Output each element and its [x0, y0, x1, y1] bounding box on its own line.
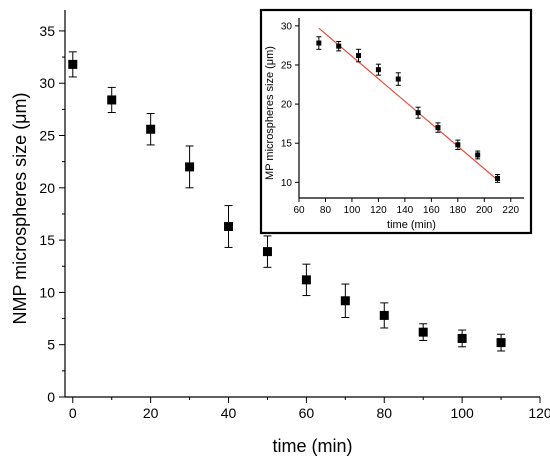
main-x-tick-label: 80: [376, 405, 392, 421]
inset-data-point: [475, 152, 481, 158]
inset-x-tick-label: 60: [293, 205, 305, 216]
main-data-point: [379, 310, 389, 320]
main-data-point: [496, 338, 506, 348]
main-data-point: [301, 275, 311, 285]
main-data-point: [457, 333, 467, 343]
main-data-point: [185, 162, 195, 172]
inset-data-point: [375, 67, 381, 73]
inset-frame: [259, 8, 533, 235]
inset-x-axis-label: time (min): [387, 219, 436, 231]
inset-data-point: [455, 142, 461, 148]
inset-data-point: [495, 175, 501, 181]
inset-data-point: [415, 110, 421, 116]
main-data-point: [418, 327, 428, 337]
main-x-tick-label: 60: [299, 405, 315, 421]
inset-y-tick-label: 25: [281, 60, 293, 71]
main-x-tick-label: 40: [221, 405, 237, 421]
inset-y-tick-label: 15: [281, 139, 293, 150]
inset-fit-line: [318, 27, 498, 181]
main-y-tick-label: 0: [47, 389, 55, 405]
inset-data-point: [435, 125, 441, 131]
main-y-tick-label: 10: [39, 284, 55, 300]
inset-data-point: [336, 43, 342, 49]
inset-x-tick-label: 80: [320, 205, 332, 216]
main-x-tick-label: 120: [528, 405, 550, 421]
main-x-tick-label: 100: [450, 405, 474, 421]
inset-x-tick-label: 100: [344, 205, 361, 216]
inset-x-tick-label: 200: [476, 205, 493, 216]
main-y-tick-label: 35: [39, 23, 55, 39]
main-data-point: [224, 222, 234, 232]
inset-x-tick-label: 140: [397, 205, 414, 216]
main-y-tick-label: 5: [47, 337, 55, 353]
inset-data-point: [356, 53, 362, 59]
main-y-tick-label: 30: [39, 75, 55, 91]
inset-y-tick-label: 20: [281, 100, 293, 111]
main-x-axis-label: time (min): [273, 436, 353, 456]
main-data-point: [107, 95, 117, 105]
main-y-tick-label: 25: [39, 128, 55, 144]
main-x-tick-label: 0: [69, 405, 77, 421]
main-y-tick-label: 20: [39, 180, 55, 196]
inset-x-tick-label: 220: [502, 205, 519, 216]
main-data-point: [68, 59, 78, 69]
main-plot: 0 20 40 60 80 100 120 0 5 10 15 20 25 30 35 time (min) N…: [10, 10, 550, 456]
inset-data-point: [395, 76, 401, 82]
main-data-point: [340, 296, 350, 306]
main-y-axis-label: NMP microspheres size (μm): [10, 92, 30, 324]
inset-plot: 60 80 100 120 140 160 180 200 220 10 15 20 25 30 time …: [259, 8, 533, 235]
inset-x-tick-label: 120: [370, 205, 387, 216]
inset-y-tick-label: 10: [281, 178, 293, 189]
inset-data-point: [316, 40, 322, 46]
main-data-point: [262, 247, 272, 257]
inset-y-tick-label: 30: [281, 21, 293, 32]
inset-y-axis-label: MP microspheres size (μm): [264, 46, 276, 180]
inset-x-tick-label: 160: [423, 205, 440, 216]
inset-x-tick-label: 180: [449, 205, 466, 216]
main-x-tick-label: 20: [143, 405, 159, 421]
main-y-tick-label: 15: [39, 232, 55, 248]
main-data-point: [146, 124, 156, 134]
